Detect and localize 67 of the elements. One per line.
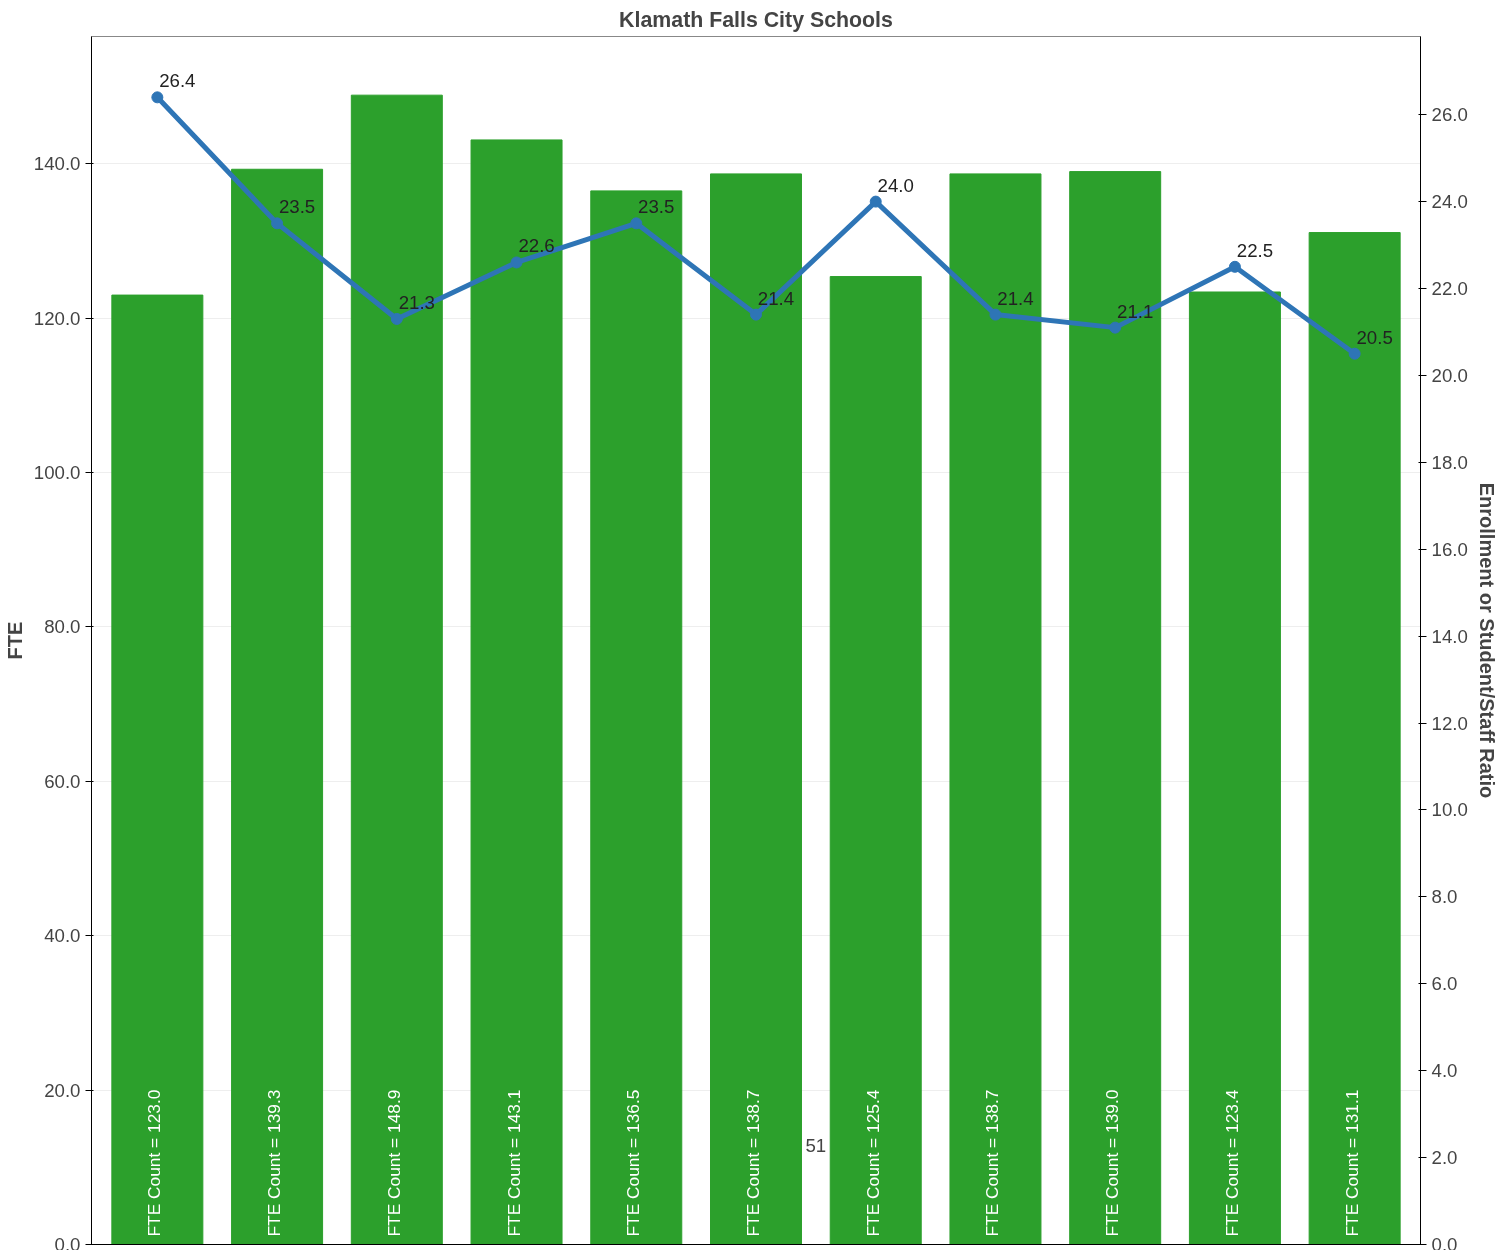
- data-label: 20.5: [1356, 326, 1393, 348]
- bar: [829, 276, 922, 1245]
- y2-tick-label: 18.0: [1431, 451, 1468, 473]
- data-label: 23.5: [638, 196, 675, 218]
- point: [1228, 260, 1241, 273]
- point: [510, 256, 523, 269]
- y-tick-label: 80.0: [44, 616, 81, 638]
- y-tick-label: 20.0: [44, 1079, 81, 1101]
- y2-tick-label: 12.0: [1431, 712, 1468, 734]
- point: [869, 195, 882, 208]
- y-tick-label: 120.0: [33, 307, 81, 329]
- data-label: FTE Count = 138.7: [743, 1089, 763, 1237]
- y2-tick-label: 22.0: [1431, 278, 1468, 300]
- y2-tick-label: 6.0: [1431, 973, 1458, 995]
- y2-tick-label: 24.0: [1431, 191, 1468, 213]
- data-label: FTE Count = 123.0: [144, 1089, 165, 1237]
- data-label: FTE Count = 139.0: [1102, 1089, 1123, 1237]
- bar: [590, 190, 683, 1245]
- point: [750, 308, 762, 321]
- y2-tick-label: 0.0: [1431, 1233, 1458, 1255]
- point: [390, 312, 403, 325]
- data-label: FTE Count = 125.4: [862, 1089, 883, 1237]
- y-tick-label: 60.0: [44, 770, 81, 792]
- bar: [470, 139, 563, 1245]
- data-label: FTE Count = 148.9: [383, 1089, 404, 1237]
- bar: [111, 294, 204, 1245]
- data-label: 26.4: [159, 70, 196, 92]
- data-label: FTE Count = 131.1: [1341, 1089, 1362, 1237]
- point: [271, 217, 284, 230]
- bar: [350, 94, 443, 1245]
- y2-tick-label: 26.0: [1431, 104, 1468, 126]
- point: [151, 91, 164, 104]
- point: [630, 217, 643, 230]
- data-label: FTE Count = 138.7: [982, 1089, 1003, 1237]
- y-tick-label: 140.0: [33, 153, 81, 175]
- y-axis-title: FTE: [3, 621, 26, 660]
- chart-title: Klamath Falls City Schools: [619, 7, 893, 32]
- y2-tick-label: 2.0: [1431, 1147, 1458, 1169]
- data-label: 22.6: [518, 235, 555, 257]
- y2-axis-title: Enrollment or Student/Staff Ratio: [1475, 482, 1498, 799]
- point: [989, 308, 1002, 321]
- bar: [231, 168, 324, 1245]
- bar: [949, 173, 1042, 1245]
- y-tick-label: 100.0: [33, 462, 81, 484]
- y2-tick-label: 8.0: [1431, 886, 1458, 908]
- y2-tick-label: 14.0: [1431, 625, 1468, 647]
- data-label: 24.0: [877, 174, 914, 196]
- y2-tick-label: 16.0: [1431, 538, 1468, 560]
- bar: [1069, 171, 1162, 1245]
- data-label: FTE Count = 143.1: [503, 1089, 524, 1237]
- point: [1348, 347, 1361, 360]
- y2-tick-label: 10.0: [1431, 799, 1468, 821]
- data-label: FTE Count = 123.4: [1221, 1089, 1242, 1237]
- data-label: 23.5: [278, 196, 316, 218]
- annotation: 51: [805, 1134, 827, 1156]
- bar: [710, 173, 802, 1245]
- data-label: FTE Count = 136.5: [623, 1089, 644, 1237]
- y2-tick-label: 4.0: [1431, 1060, 1458, 1082]
- data-label: 22.5: [1236, 239, 1274, 261]
- data-label: 21.4: [997, 287, 1034, 309]
- bar: [1308, 232, 1401, 1245]
- point: [1109, 321, 1122, 334]
- data-label: FTE Count = 139.3: [264, 1089, 285, 1237]
- y2-tick-label: 20.0: [1431, 364, 1468, 386]
- bar: [1188, 291, 1281, 1245]
- y-tick-label: 0.0: [54, 1233, 81, 1255]
- y-tick-label: 40.0: [44, 925, 81, 947]
